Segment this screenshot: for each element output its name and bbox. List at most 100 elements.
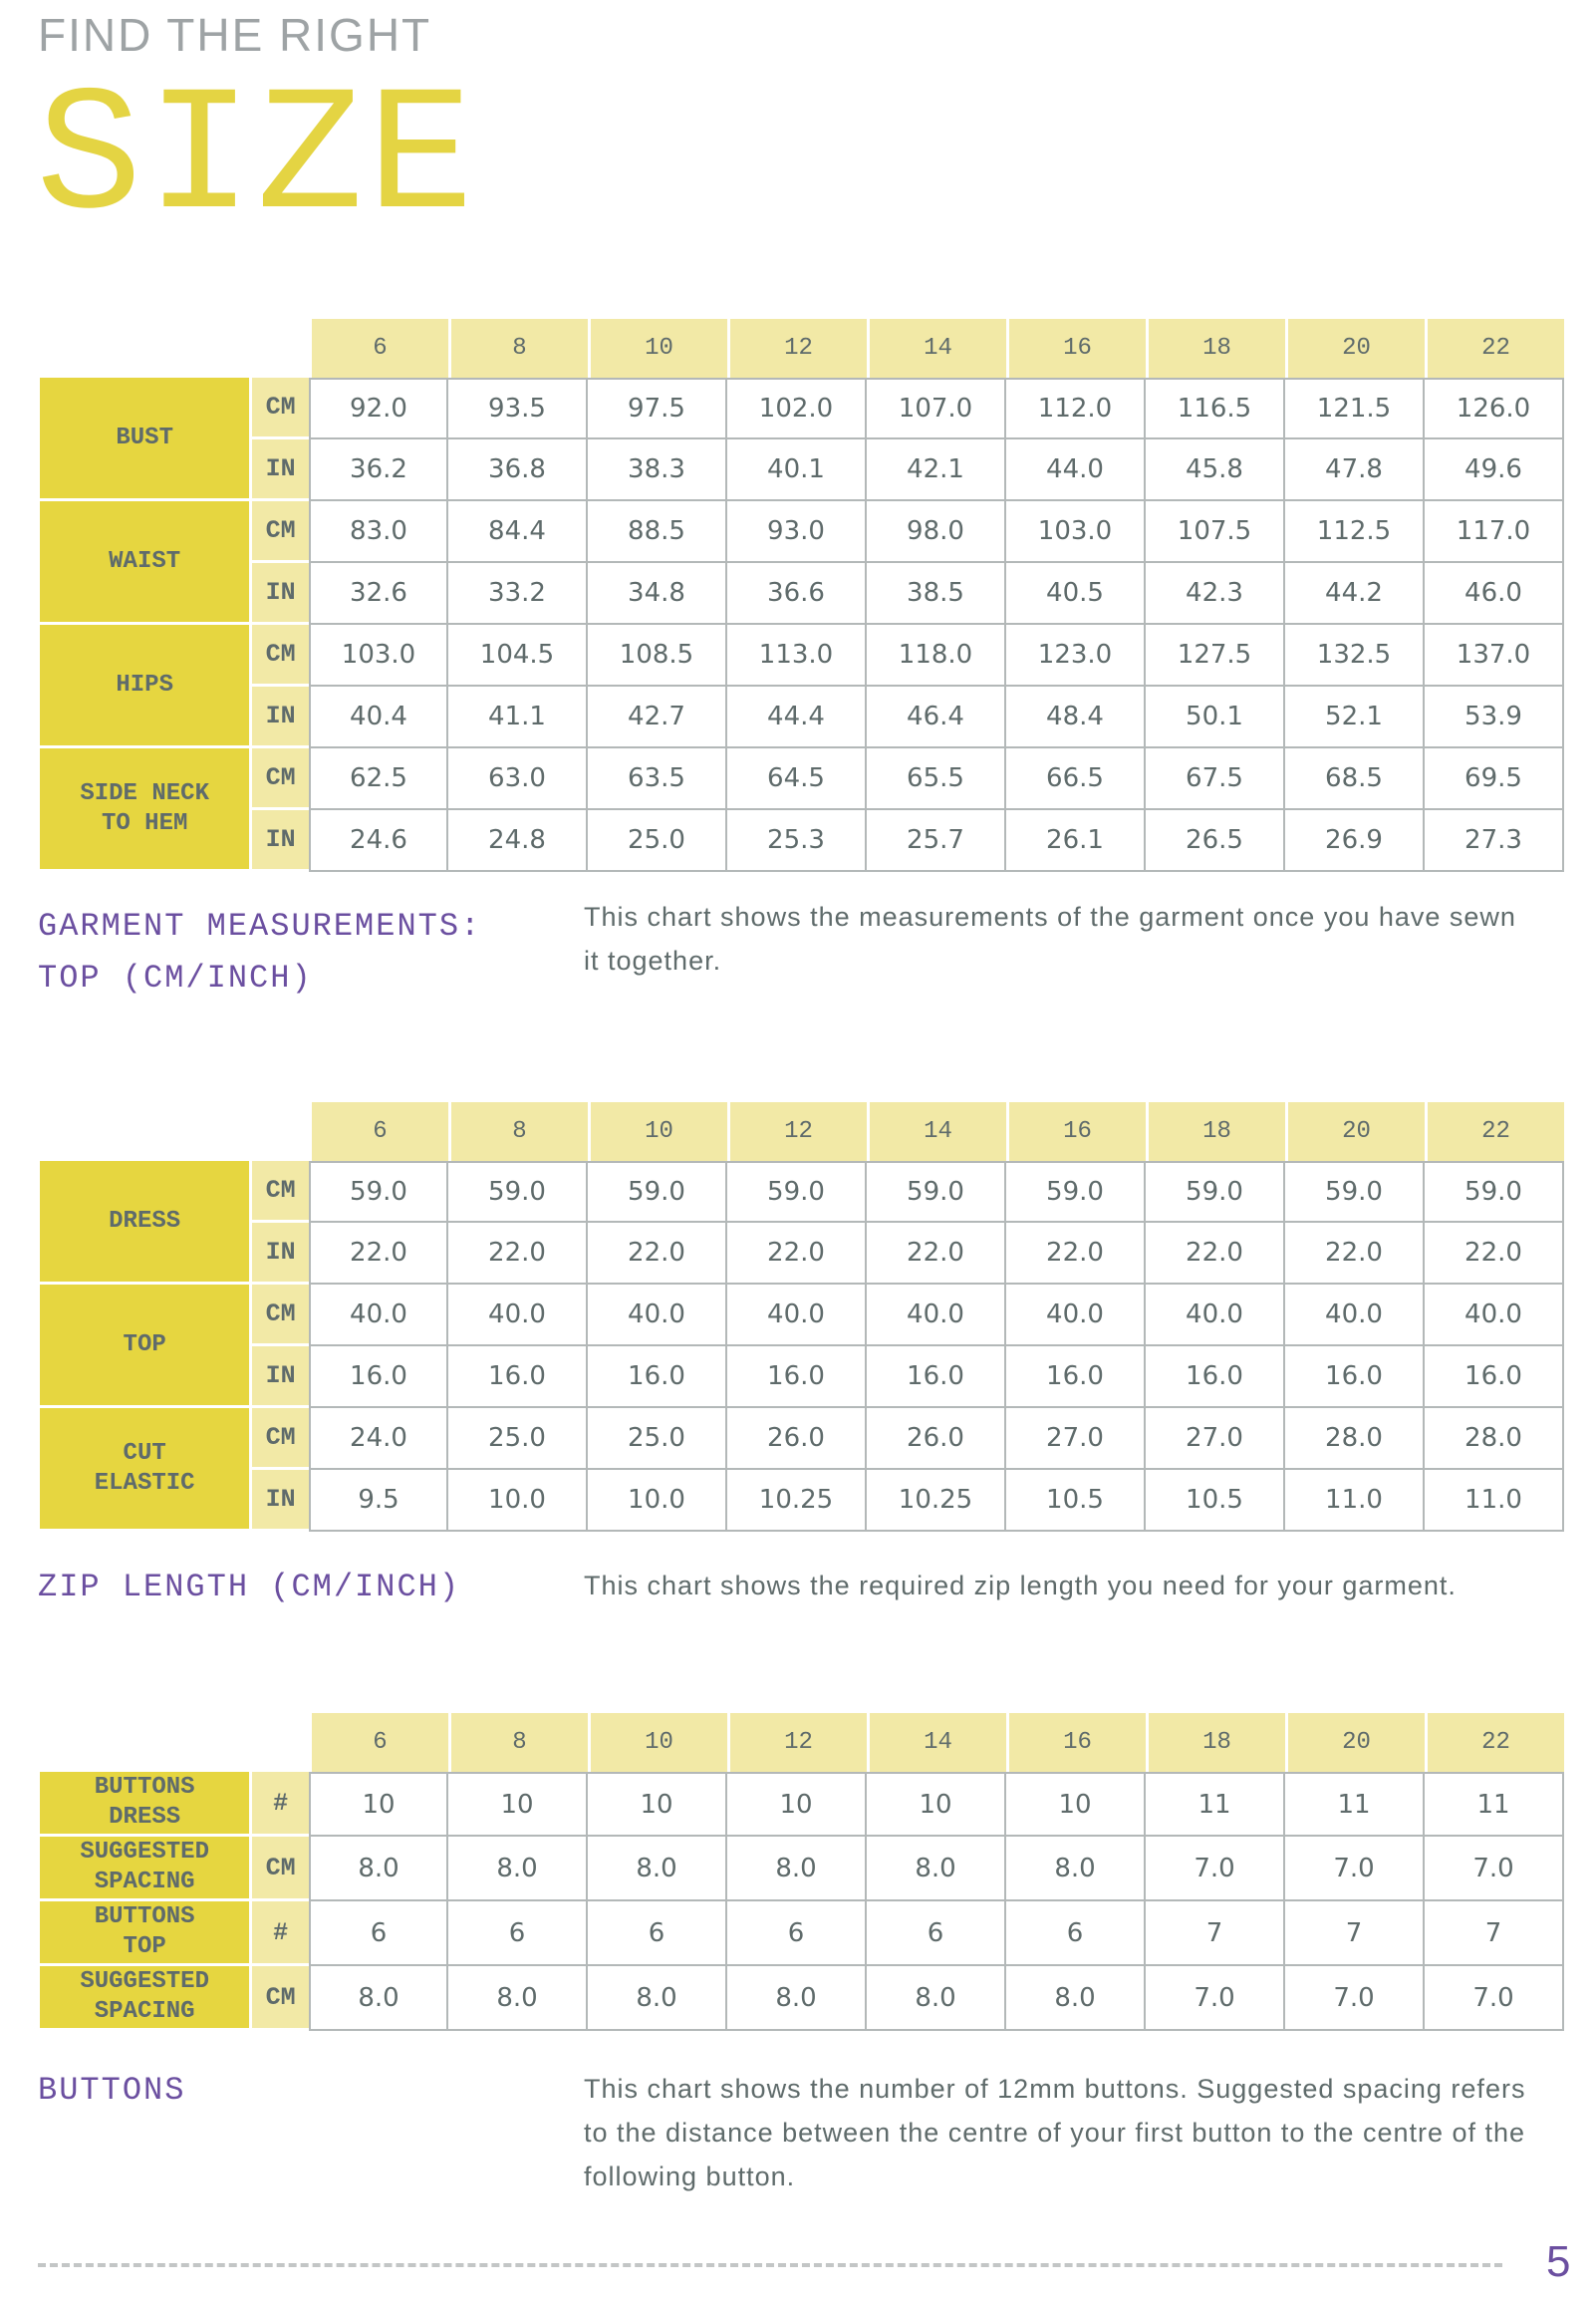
table-cell: 113.0 — [727, 625, 867, 687]
table-cell: 10 — [727, 1772, 867, 1837]
table-cell: 127.5 — [1146, 625, 1285, 687]
table-cell: 22.0 — [727, 1223, 867, 1285]
table-cell: 28.0 — [1285, 1408, 1425, 1470]
table-caption: ZIP LENGTH (CM/INCH) — [38, 1569, 461, 1605]
table-cell: 8.0 — [448, 1966, 588, 2031]
table-cell: 26.5 — [1146, 810, 1285, 872]
table-cell: 26.0 — [727, 1408, 867, 1470]
table-cell: 7 — [1146, 1901, 1285, 1966]
unit-label: CM — [249, 1285, 309, 1346]
table-cell: 40.0 — [448, 1285, 588, 1346]
unit-label: CM — [249, 501, 309, 563]
table-cell: 126.0 — [1425, 378, 1564, 439]
table-cell: 40.0 — [1146, 1285, 1285, 1346]
table-cell: 59.0 — [1425, 1161, 1564, 1223]
header-row: 6 8 10 12 14 16 18 20 22 — [40, 1102, 1564, 1161]
table-description: This chart shows the measurements of the… — [584, 902, 1516, 976]
table-cell: 104.5 — [448, 625, 588, 687]
page-number: 5 — [1546, 2237, 1571, 2286]
row-group-label: HIPS — [40, 625, 250, 748]
size-header: 10 — [588, 1102, 727, 1161]
table-cell: 10 — [867, 1772, 1006, 1837]
table-cell: 49.6 — [1425, 439, 1564, 501]
unit-label: CM — [249, 625, 309, 687]
row-group-label: WAIST — [40, 501, 250, 625]
table-row: IN 32.6 33.2 34.8 36.6 38.5 40.5 42.3 44.2 46.0 — [40, 563, 1564, 625]
table-cell: 25.0 — [588, 1408, 727, 1470]
size-table-1: 6 8 10 12 14 16 18 20 22 BUST CM 92.0 93.5 97.5 102.0 1… — [40, 319, 1564, 872]
table-cell: 10 — [1006, 1772, 1146, 1837]
table-cell: 59.0 — [588, 1161, 727, 1223]
table-row: SUGGESTED SPACING CM 8.0 8.0 8.0 8.0 8.0 8.0 7.0… — [40, 1837, 1564, 1901]
size-header: 14 — [867, 1713, 1006, 1772]
unit-label: # — [249, 1901, 309, 1966]
page-title: SIZE — [36, 60, 478, 260]
size-header: 20 — [1285, 319, 1425, 378]
size-header: 10 — [588, 319, 727, 378]
row-group-label: TOP — [40, 1285, 250, 1408]
table-cell: 42.7 — [588, 687, 727, 748]
table-cell: 9.5 — [309, 1470, 448, 1532]
table-row: IN 22.0 22.0 22.0 22.0 22.0 22.0 22.0 22.0 22.0 — [40, 1223, 1564, 1285]
table-cell: 45.8 — [1146, 439, 1285, 501]
unit-label: IN — [249, 1223, 309, 1285]
table-cell: 59.0 — [1146, 1161, 1285, 1223]
table-cell: 16.0 — [867, 1346, 1006, 1408]
table-cell: 26.1 — [1006, 810, 1146, 872]
table-cell: 10 — [588, 1772, 727, 1837]
table-cell: 11 — [1285, 1772, 1425, 1837]
size-header: 18 — [1146, 1102, 1285, 1161]
size-header: 8 — [448, 319, 588, 378]
table-cell: 40.0 — [309, 1285, 448, 1346]
size-header: 12 — [727, 1102, 867, 1161]
table-cell: 10.0 — [588, 1470, 727, 1532]
table-cell: 66.5 — [1006, 748, 1146, 810]
table-cell: 40.4 — [309, 687, 448, 748]
row-group-label: CUT ELASTIC — [40, 1408, 250, 1532]
table-row: DRESS CM 59.0 59.0 59.0 59.0 59.0 59.0 59.0 59.0 5… — [40, 1161, 1564, 1285]
table-cell: 40.0 — [867, 1285, 1006, 1346]
header-row: 6 8 10 12 14 16 18 20 22 — [40, 319, 1564, 378]
corner-cell — [40, 1713, 309, 1772]
table-cell: 8.0 — [1006, 1837, 1146, 1901]
table-cell: 7.0 — [1146, 1966, 1285, 2031]
table-cell: 103.0 — [1006, 501, 1146, 563]
table-cell: 34.8 — [588, 563, 727, 625]
table-cell: 8.0 — [867, 1966, 1006, 2031]
table-cell: 103.0 — [309, 625, 448, 687]
table-cell: 8.0 — [727, 1837, 867, 1901]
table-cell: 22.0 — [1425, 1223, 1564, 1285]
table-cell: 16.0 — [448, 1346, 588, 1408]
size-table-3: 6 8 10 12 14 16 18 20 22 BUTTONS DRESS #10 10 10 10 10… — [40, 1713, 1564, 2031]
table-cell: 36.8 — [448, 439, 588, 501]
unit-label: CM — [249, 1408, 309, 1470]
table-cell: 112.0 — [1006, 378, 1146, 439]
table-row: CUT ELASTIC CM 24.0 25.0 25.0 26.0 26.0 27.0 27.… — [40, 1408, 1564, 1532]
table-cell: 98.0 — [867, 501, 1006, 563]
table-row: WAIST CM 83.0 84.4 88.5 93.0 98.0 103.0 107.5 112… — [40, 501, 1564, 625]
table-row: BUTTONS TOP #6 6 6 6 6 6 7 7 7 — [40, 1901, 1564, 1966]
table-cell: 46.4 — [867, 687, 1006, 748]
table-cell: 59.0 — [1006, 1161, 1146, 1223]
size-header: 22 — [1425, 1713, 1564, 1772]
table-cell: 38.3 — [588, 439, 727, 501]
table-cell: 7.0 — [1146, 1837, 1285, 1901]
table-cell: 53.9 — [1425, 687, 1564, 748]
unit-label: CM — [249, 1837, 309, 1901]
table-cell: 64.5 — [727, 748, 867, 810]
table-cell: 7.0 — [1285, 1966, 1425, 2031]
unit-label: IN — [249, 687, 309, 748]
table-cell: 40.1 — [727, 439, 867, 501]
table-cell: 24.0 — [309, 1408, 448, 1470]
table-cell: 27.0 — [1146, 1408, 1285, 1470]
table-description: This chart shows the number of 12mm butt… — [584, 2074, 1526, 2191]
row-group-label: DRESS — [40, 1161, 250, 1285]
table-cell: 69.5 — [1425, 748, 1564, 810]
table-cell: 102.0 — [727, 378, 867, 439]
size-header: 12 — [727, 319, 867, 378]
table-cell: 65.5 — [867, 748, 1006, 810]
size-header: 22 — [1425, 319, 1564, 378]
table-cell: 11.0 — [1425, 1470, 1564, 1532]
unit-label: # — [249, 1772, 309, 1837]
table-cell: 44.2 — [1285, 563, 1425, 625]
